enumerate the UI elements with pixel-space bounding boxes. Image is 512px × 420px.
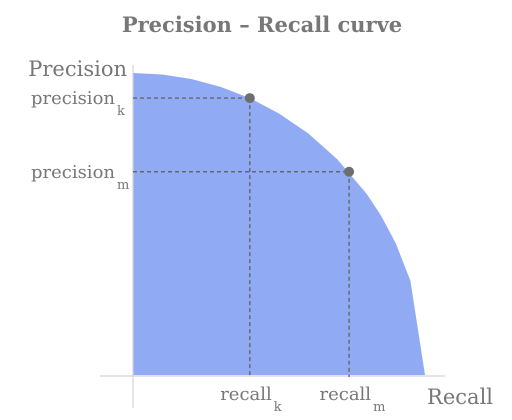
- x-axis-label: Recall: [427, 385, 493, 409]
- chart-title: Precision – Recall curve: [122, 12, 402, 37]
- y-point-label-0: precision: [31, 88, 115, 109]
- curve-area: [133, 73, 425, 375]
- y-axis-label: Precision: [28, 57, 127, 81]
- y-point-sub-0: k: [117, 104, 125, 119]
- y-point-sub-1: m: [117, 178, 129, 193]
- x-point-label-0: recall: [220, 384, 272, 405]
- x-point-sub-0: k: [274, 400, 282, 415]
- x-point-label-1: recall: [319, 384, 371, 405]
- y-point-label-1: precision: [31, 162, 115, 183]
- data-point-0: [244, 93, 255, 104]
- x-point-sub-1: m: [373, 400, 385, 415]
- data-point-1: [344, 166, 355, 177]
